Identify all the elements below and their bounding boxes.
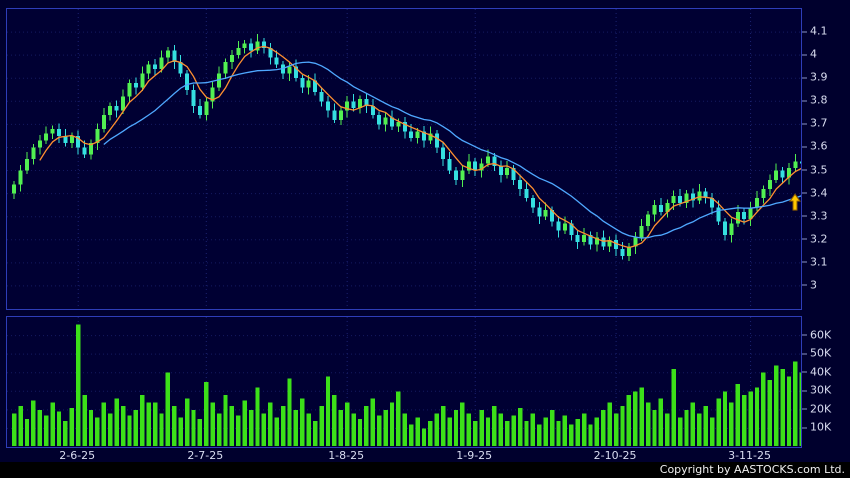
date-tick-label: 2-10-25 xyxy=(593,449,637,462)
tick-mark xyxy=(802,31,807,33)
x-axis-date-labels: 2-6-25 2-7-25 1-8-25 1-9-25 2-10-25 3-11-25 xyxy=(6,449,800,462)
price-chart-svg xyxy=(7,9,801,309)
price-tick-label: 4 xyxy=(802,49,817,60)
price-tick-label: 3.9 xyxy=(802,72,828,83)
volume-chart-svg xyxy=(7,317,801,447)
tick-mark xyxy=(802,169,807,171)
tick-mark xyxy=(802,54,807,56)
price-tick-label: 3.2 xyxy=(802,233,828,244)
volume-chart-panel xyxy=(6,316,802,448)
date-tick-label: 3-11-25 xyxy=(728,449,772,462)
price-tick-label: 3.4 xyxy=(802,187,828,198)
volume-tick-label: 10K xyxy=(802,422,831,433)
tick-mark xyxy=(802,238,807,240)
moving-average-line-MA-fast xyxy=(39,45,801,249)
volume-tick-label: 30K xyxy=(802,385,831,396)
tick-mark xyxy=(802,100,807,102)
up-arrow-marker xyxy=(789,193,801,211)
volume-tick-label: 20K xyxy=(802,403,831,414)
candlesticks xyxy=(12,34,801,262)
tick-mark xyxy=(802,192,807,194)
volume-bars xyxy=(12,324,801,446)
price-tick-label: 4.1 xyxy=(802,26,828,37)
price-chart-panel xyxy=(6,8,802,310)
tick-mark xyxy=(802,353,807,355)
volume-tick-label: 60K xyxy=(802,329,831,340)
date-tick-label: 1-9-25 xyxy=(456,449,493,462)
price-axis: 4.1 4 3.9 3.8 3.7 3.6 3.5 3.4 3.3 3.2 3.1 3 xyxy=(802,0,848,316)
tick-mark xyxy=(802,408,807,410)
tick-mark xyxy=(802,261,807,263)
price-tick-label: 3.3 xyxy=(802,210,828,221)
tick-mark xyxy=(802,390,807,392)
price-tick-label: 3.7 xyxy=(802,118,828,129)
tick-mark xyxy=(802,123,807,125)
price-tick-label: 3.1 xyxy=(802,256,828,267)
volume-tick-label: 50K xyxy=(802,348,831,359)
date-tick-label: 1-8-25 xyxy=(328,449,365,462)
tick-mark xyxy=(802,284,807,286)
tick-mark xyxy=(802,146,807,148)
tick-mark xyxy=(802,371,807,373)
price-tick-label: 3.6 xyxy=(802,141,828,152)
price-gridlines xyxy=(7,9,801,309)
price-tick-label: 3 xyxy=(802,279,817,290)
moving-average-line-MA-slow xyxy=(103,61,801,239)
volume-axis: 60K 50K 40K 30K 20K 10K xyxy=(802,0,848,460)
volume-tick-label: 40K xyxy=(802,366,831,377)
date-tick-label: 2-6-25 xyxy=(59,449,96,462)
tick-mark xyxy=(802,77,807,79)
price-tick-label: 3.8 xyxy=(802,95,828,106)
copyright-text: Copyright by AASTOCKS.com Ltd. xyxy=(0,462,850,478)
tick-mark xyxy=(802,334,807,336)
price-tick-label: 3.5 xyxy=(802,164,828,175)
date-tick-label: 2-7-25 xyxy=(187,449,224,462)
tick-mark xyxy=(802,427,807,429)
tick-mark xyxy=(802,215,807,217)
